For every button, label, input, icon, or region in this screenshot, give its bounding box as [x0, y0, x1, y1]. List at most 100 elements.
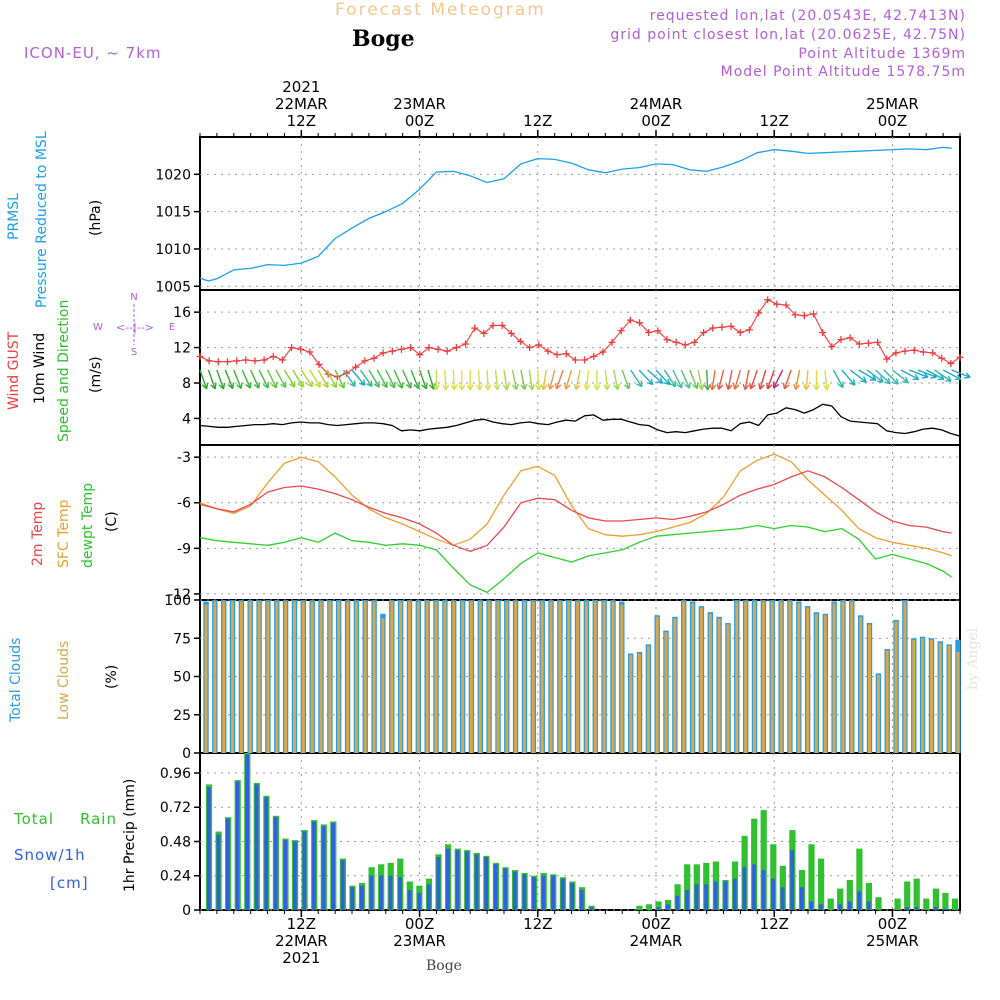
- wind-direction-arrow: [655, 369, 671, 386]
- low-cloud-bar: [275, 601, 279, 753]
- low-cloud-bar: [912, 639, 916, 753]
- low-cloud-bar: [638, 653, 641, 753]
- wind-direction-arrow: [275, 369, 287, 389]
- low-cloud-bar: [682, 601, 686, 753]
- low-cloud-bar: [284, 601, 288, 753]
- rain-bar: [770, 844, 777, 910]
- bottom-tick-label: 12Z: [287, 915, 316, 933]
- rain-bar: [942, 892, 949, 910]
- low-cloud-bar: [956, 652, 960, 753]
- wind-direction-arrow: [216, 369, 226, 390]
- snow-bar: [484, 857, 489, 910]
- cloud-ytick-label: 75: [173, 631, 191, 647]
- low-cloud-bar: [301, 601, 305, 753]
- bottom-tick-label: 00Z: [405, 915, 434, 933]
- low-cloud-bar: [832, 603, 836, 753]
- low-cloud-bar: [346, 601, 350, 753]
- dewpt-temp-line: [199, 524, 952, 594]
- low-cloud-bar: [239, 601, 243, 753]
- temp-ytick-label: -12: [168, 587, 191, 603]
- snow-bar: [522, 874, 527, 910]
- low-cloud-bar: [469, 601, 473, 753]
- low-cloud-bar: [938, 642, 942, 753]
- low-cloud-bar: [505, 601, 509, 753]
- low-cloud-bar: [328, 601, 332, 753]
- wind-direction-arrow: [841, 369, 856, 386]
- wind-direction-arrow: [432, 369, 440, 391]
- low-cloud-bar: [523, 601, 526, 753]
- low-cloud-bar: [868, 624, 871, 753]
- low-cloud-bar: [408, 601, 411, 753]
- snow-bar: [713, 881, 718, 910]
- low-cloud-bar: [425, 601, 429, 753]
- snow-bar: [407, 890, 412, 910]
- snow-bar: [388, 875, 393, 910]
- low-cloud-bar: [930, 639, 933, 753]
- low-cloud-bar: [903, 601, 907, 753]
- wind-direction-arrow: [326, 369, 337, 389]
- snow-bar: [761, 870, 766, 910]
- wind-direction-arrow: [725, 369, 733, 391]
- wind-direction-arrow: [309, 369, 321, 388]
- wind-direction-arrow: [697, 369, 705, 391]
- low-cloud-bar: [593, 601, 597, 753]
- wind-direction-arrow: [502, 369, 510, 391]
- pressure-series-line: [199, 146, 952, 282]
- wind-direction-arrow: [359, 369, 373, 388]
- top-tick-label: 12Z: [760, 112, 789, 130]
- low-cloud-bar: [770, 601, 774, 753]
- wind-direction-arrow: [475, 369, 483, 391]
- snow-bar: [685, 890, 689, 910]
- snow-bar: [398, 877, 402, 910]
- top-tick-label: 22MAR: [275, 95, 328, 113]
- precip-label-snow: Snow/1h: [14, 846, 86, 864]
- wind-direction-arrow: [647, 369, 664, 384]
- wind-direction-arrow: [207, 369, 217, 390]
- low-cloud-bar: [496, 601, 500, 753]
- sfc-temp-line: [199, 453, 952, 557]
- rain-bar: [808, 844, 815, 910]
- wind-direction-arrow: [547, 369, 556, 390]
- compass-horizontal-arrows: <--|-->: [116, 321, 154, 334]
- rain-bar: [904, 881, 911, 910]
- low-cloud-bar: [947, 645, 951, 753]
- snow-bar: [780, 887, 785, 910]
- low-cloud-bar: [602, 601, 606, 753]
- low-cloud-bar: [363, 601, 367, 753]
- rain-bar: [846, 880, 853, 910]
- low-cloud-bar: [531, 601, 535, 753]
- top-tick-label: 2021: [282, 78, 320, 96]
- wind-direction-arrow: [716, 369, 725, 390]
- snow-bar: [513, 871, 517, 910]
- wind-direction-arrow: [402, 369, 412, 389]
- low-cloud-bar: [664, 632, 668, 753]
- requested-coordinates: requested lon,lat (20.0543E, 42.7413N): [649, 8, 966, 24]
- wind-direction-arrow: [466, 369, 474, 391]
- wind-direction-arrow: [749, 369, 758, 390]
- rain-bar: [856, 848, 863, 910]
- low-cloud-bar: [646, 645, 650, 753]
- wind-direction-arrow: [535, 369, 543, 391]
- wind-direction-arrow: [638, 369, 654, 386]
- wind-direction-arrow: [233, 369, 243, 390]
- snow-bar: [771, 878, 775, 910]
- wind-direction-arrow: [573, 369, 581, 391]
- pressure-ytick-label: 1015: [155, 205, 191, 221]
- wind-direction-arrow: [368, 369, 380, 388]
- compass-east-label: E: [169, 322, 175, 333]
- low-cloud-bar: [514, 601, 518, 753]
- rain-bar: [655, 901, 662, 910]
- wind-direction-arrow: [672, 369, 683, 389]
- low-cloud-bar: [354, 601, 358, 753]
- top-tick-label: 12Z: [287, 112, 316, 130]
- pressure-ytick-label: 1020: [155, 167, 191, 183]
- wind-direction-arrow: [621, 369, 631, 390]
- snow-bar: [426, 884, 431, 910]
- gust-series-line: [199, 299, 961, 378]
- low-cloud-bar: [779, 601, 783, 753]
- snow-bar: [704, 884, 708, 910]
- low-cloud-bar: [399, 601, 403, 753]
- snow-bar: [532, 877, 536, 910]
- snow-bar: [838, 904, 842, 910]
- cloud-ytick-label: 25: [173, 708, 191, 724]
